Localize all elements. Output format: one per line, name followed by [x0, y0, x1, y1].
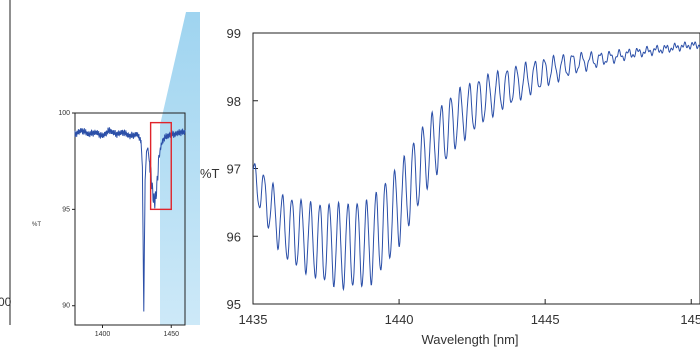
zoom-plot: 95 96 97 98 99 1435 1440 1445 145 %T Wavelength … — [200, 26, 700, 347]
zoom-y-tick-label: 96 — [227, 229, 241, 244]
zoom-connector — [160, 12, 200, 325]
overview-series-line — [74, 127, 186, 312]
cropped-panel-tick-label: 00 — [0, 295, 12, 309]
zoom-series-line — [252, 41, 700, 292]
overview-y-tick-label: 95 — [62, 206, 70, 213]
zoom-x-tick-label: 1445 — [531, 312, 560, 327]
overview-y-tick-label: 100 — [58, 110, 70, 117]
zoom-x-axis-label: Wavelength [nm] — [421, 332, 518, 347]
overview-x-tick-label: 1400 — [95, 331, 111, 338]
zoom-x-tick-label: 145 — [680, 312, 700, 327]
overview-axes-frame — [74, 112, 186, 326]
zoom-x-tick-label: 1435 — [239, 312, 268, 327]
zoom-y-tick-label: 98 — [227, 94, 241, 109]
overview-x-tick-label: 1450 — [163, 331, 179, 338]
overview-plot: 90 95 100 1400 1450 %T — [32, 110, 186, 338]
zoom-axes-frame — [252, 32, 700, 305]
zoom-y-tick-label: 95 — [227, 297, 241, 312]
zoom-y-axis-label: %T — [200, 166, 220, 181]
zoom-y-tick-label: 99 — [227, 26, 241, 41]
overview-y-tick-label: 90 — [62, 303, 70, 310]
zoom-x-tick-label: 1440 — [385, 312, 414, 327]
zoom-y-tick-label: 97 — [227, 162, 241, 177]
overview-highlight-box — [149, 121, 172, 211]
overview-y-axis-label: %T — [32, 222, 41, 228]
